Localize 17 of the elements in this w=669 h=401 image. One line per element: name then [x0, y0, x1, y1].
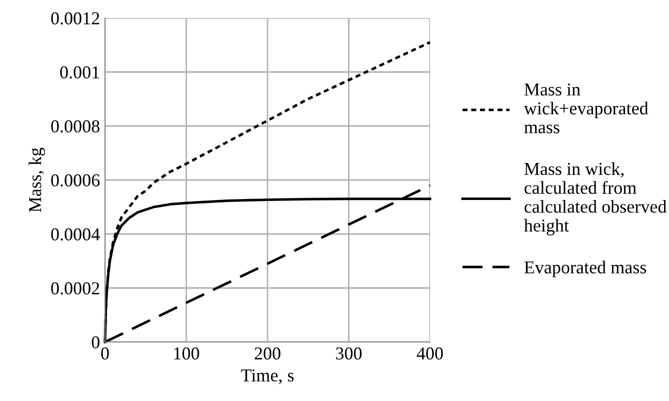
legend-label: Mass in wick+evaporated mass: [524, 83, 648, 134]
y-tick-label: 0.0004: [51, 228, 100, 241]
y-tick-label: 0.0012: [51, 12, 100, 25]
legend-label: Mass in wick, calculated from calculated observed height: [524, 162, 667, 236]
x-tick-label: 400: [416, 347, 443, 360]
x-tick-label: 200: [254, 347, 280, 360]
x-axis-title: Time, s: [241, 369, 294, 384]
y-tick-label: 0.0002: [51, 282, 100, 295]
legend-label: Evaporated mass: [524, 260, 646, 278]
x-tick-label: 300: [336, 347, 362, 360]
y-tick-label: 0.0008: [51, 120, 100, 133]
y-tick-label: 0.0006: [51, 174, 100, 187]
x-tick-label: 0: [101, 347, 109, 360]
x-tick-label: 100: [174, 347, 200, 360]
y-tick-label: 0: [92, 336, 100, 348]
y-axis-title: Mass, kg: [28, 148, 45, 212]
y-tick-label: 0.001: [60, 66, 100, 79]
